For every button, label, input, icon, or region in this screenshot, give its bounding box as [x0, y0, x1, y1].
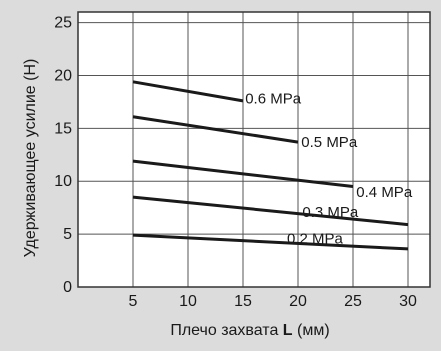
- y-tick-label: 0: [63, 279, 72, 296]
- x-tick-label: 10: [179, 293, 197, 310]
- y-axis-label: Удерживающее усилие (Н): [22, 59, 39, 258]
- series-line: [132, 195, 409, 227]
- series-label: 0.3 MPa: [302, 204, 359, 221]
- series-line: [132, 159, 354, 189]
- series-line: [132, 115, 299, 144]
- series-label: 0.2 MPa: [287, 230, 344, 247]
- series-line: [132, 80, 244, 103]
- x-axis-label-text: Плечо захвата: [170, 322, 282, 339]
- series-label: 0.6 MPa: [245, 91, 302, 108]
- x-axis-label: Плечо захвата L (мм): [170, 322, 329, 339]
- plot-area: [78, 12, 430, 287]
- x-axis-label-unit: (мм): [293, 322, 330, 339]
- y-tick-label: 25: [54, 15, 72, 32]
- x-axis-label-symbol: L: [283, 322, 293, 339]
- y-tick-label: 5: [63, 226, 72, 243]
- series-label: 0.5 MPa: [301, 134, 358, 151]
- x-tick-label: 20: [289, 293, 307, 310]
- x-axis-ticks: 5 10 15 20 25 30: [129, 293, 417, 310]
- y-tick-label: 15: [54, 120, 72, 137]
- series-lines: [132, 80, 409, 251]
- x-tick-label: 15: [234, 293, 252, 310]
- x-tick-label: 25: [344, 293, 362, 310]
- series-label: 0.4 MPa: [356, 184, 413, 201]
- plot-frame: [77, 11, 431, 288]
- series-line: [132, 233, 409, 251]
- grid: [78, 12, 430, 287]
- y-axis-ticks: 0 5 10 15 20 25: [54, 15, 72, 296]
- y-tick-label: 20: [54, 67, 72, 84]
- x-tick-label: 30: [399, 293, 417, 310]
- y-tick-label: 10: [54, 173, 72, 190]
- x-tick-label: 5: [129, 293, 138, 310]
- series-labels: 0.6 MPa 0.5 MPa 0.4 MPa 0.3 MPa 0.2 MPa: [245, 91, 413, 248]
